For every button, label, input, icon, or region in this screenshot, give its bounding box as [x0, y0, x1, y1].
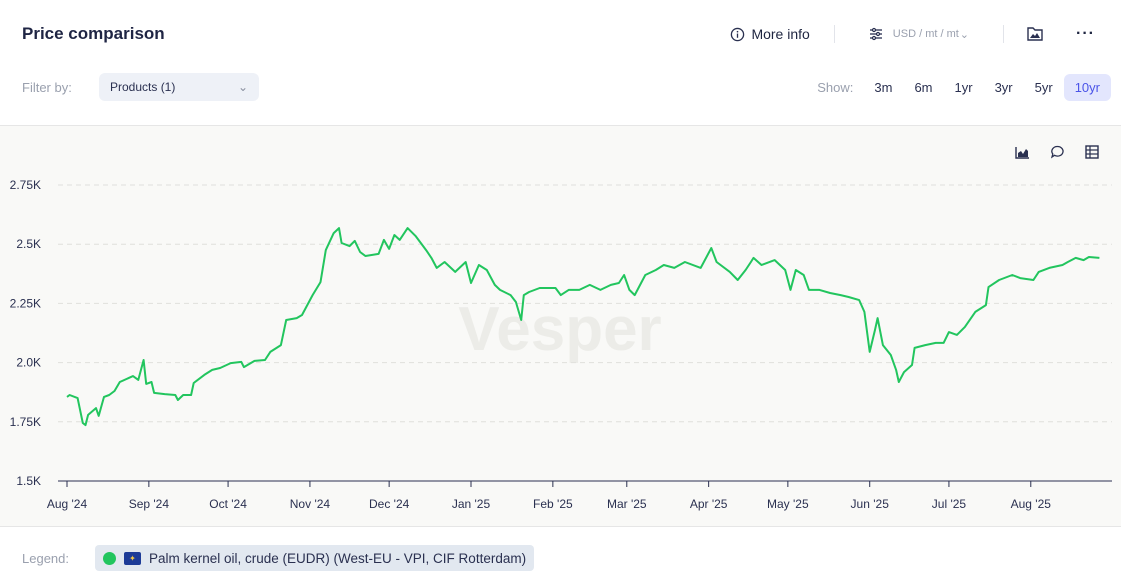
unit-label: USD / mt / mt	[892, 28, 959, 40]
page-title: Price comparison	[22, 24, 165, 43]
legend-item[interactable]: ✦ Palm kernel oil, crude (EUDR) (West-EU…	[95, 545, 535, 571]
x-tick-label: Feb '25	[533, 497, 573, 511]
chart-tools	[1015, 145, 1099, 159]
range-5yr[interactable]: 5yr	[1034, 80, 1053, 95]
unit-selector[interactable]: USD / mt / mt ⌄	[869, 27, 969, 41]
eu-flag-icon: ✦	[124, 551, 141, 565]
x-tick-label: Jun '25	[851, 497, 890, 511]
more-info-button[interactable]: More info	[730, 26, 810, 42]
toolbar: More info USD / mt / mt ⌄ ···	[730, 24, 1121, 44]
x-tick-label: Sep '24	[129, 497, 170, 511]
more-options-icon[interactable]: ···	[1076, 25, 1095, 42]
show-label: Show:	[817, 80, 854, 95]
x-tick-label: Mar '25	[607, 497, 647, 511]
x-tick-label: Nov '24	[290, 497, 331, 511]
comment-icon[interactable]	[1050, 145, 1065, 159]
x-tick-label: Jan '25	[452, 497, 491, 511]
y-tick-label: 1.5K	[16, 474, 41, 488]
series-line	[66, 227, 1100, 427]
series-color-dot	[103, 551, 116, 565]
table-icon[interactable]	[1085, 145, 1099, 159]
y-tick-label: 2.5K	[16, 237, 41, 251]
watermark: Vesper	[458, 295, 661, 364]
range-3m[interactable]: 3m	[874, 80, 893, 95]
legend-label: Legend:	[22, 551, 69, 566]
range-3yr[interactable]: 3yr	[994, 80, 1013, 95]
export-image-icon[interactable]	[1026, 26, 1044, 42]
range-10yr[interactable]: 10yr	[1063, 74, 1111, 101]
chevron-down-icon: ⌄	[237, 80, 248, 94]
legend-series-name: Palm kernel oil, crude (EUDR) (West-EU -…	[149, 550, 527, 566]
chevron-down-icon: ⌄	[959, 28, 970, 41]
x-tick-label: May '25	[767, 497, 809, 511]
chart-type-icon[interactable]	[1015, 146, 1030, 159]
info-icon	[731, 27, 745, 41]
sliders-icon	[869, 27, 882, 41]
x-tick-label: Dec '24	[369, 497, 410, 511]
y-tick-label: 2.75K	[10, 178, 41, 192]
range-6m[interactable]: 6m	[914, 80, 933, 95]
x-tick-label: Jul '25	[932, 497, 967, 511]
range-selector: Show: 3m 6m 1yr 3yr 5yr 10yr	[817, 74, 1111, 101]
y-tick-label: 2.0K	[16, 356, 41, 370]
x-tick-label: Aug '25	[1011, 497, 1052, 511]
chart-area	[0, 125, 1121, 527]
x-tick-label: Apr '25	[690, 497, 728, 511]
range-1yr[interactable]: 1yr	[954, 80, 973, 95]
more-info-label: More info	[751, 26, 810, 42]
y-tick-label: 1.75K	[10, 415, 41, 429]
y-tick-label: 2.25K	[10, 296, 41, 310]
price-chart: Vesper 1.5K 1.75K 2.0K 2.25K 2.5K 2.75K Aug '2…	[10, 178, 1112, 511]
products-filter-value: Products (1)	[110, 80, 176, 94]
x-tick-label: Oct '24	[209, 497, 247, 511]
products-filter-dropdown[interactable]: Products (1) ⌄	[99, 73, 259, 101]
filter-label: Filter by:	[22, 80, 72, 95]
x-tick-label: Aug '24	[47, 497, 88, 511]
